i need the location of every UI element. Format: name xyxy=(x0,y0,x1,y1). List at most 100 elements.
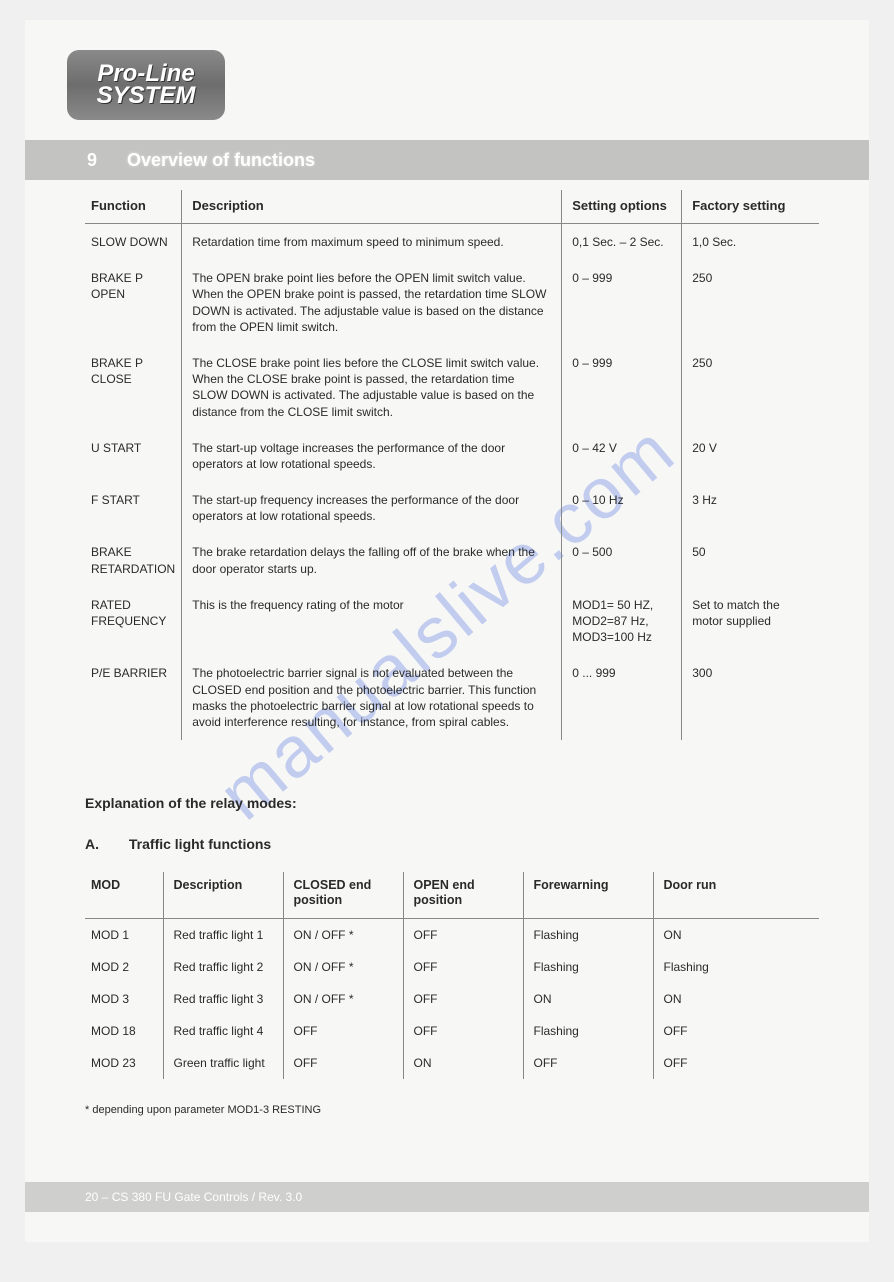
cell-mod: MOD 1 xyxy=(85,919,163,952)
cell-doorrun: OFF xyxy=(653,1047,819,1079)
document-page: Pro-Line SYSTEM 9 Overview of functions … xyxy=(25,20,869,1242)
table-row: BRAKE P OPENThe OPEN brake point lies be… xyxy=(85,260,819,345)
cell-factory: Set to match the motor supplied xyxy=(682,587,819,656)
cell-closed: OFF xyxy=(283,1015,403,1047)
col-mod: MOD xyxy=(85,872,163,919)
logo-line2: SYSTEM xyxy=(97,85,196,107)
cell-mod: MOD 18 xyxy=(85,1015,163,1047)
cell-closed: ON / OFF * xyxy=(283,951,403,983)
cell-factory: 300 xyxy=(682,655,819,740)
table-row: MOD 18Red traffic light 4OFFOFFFlashingO… xyxy=(85,1015,819,1047)
table-row: SLOW DOWNRetardation time from maximum s… xyxy=(85,224,819,261)
cell-mod: MOD 23 xyxy=(85,1047,163,1079)
section-header-bar: 9 Overview of functions xyxy=(25,140,869,180)
cell-doorrun: ON xyxy=(653,983,819,1015)
col-forewarning: Forewarning xyxy=(523,872,653,919)
cell-options: 0 ... 999 xyxy=(562,655,682,740)
cell-doorrun: OFF xyxy=(653,1015,819,1047)
cell-open: OFF xyxy=(403,983,523,1015)
cell-description: This is the frequency rating of the moto… xyxy=(182,587,562,656)
cell-mod: MOD 2 xyxy=(85,951,163,983)
cell-doorrun: Flashing xyxy=(653,951,819,983)
col-desc: Description xyxy=(163,872,283,919)
cell-desc: Red traffic light 3 xyxy=(163,983,283,1015)
cell-description: Retardation time from maximum speed to m… xyxy=(182,224,562,261)
section-title: Overview of functions xyxy=(127,150,315,171)
cell-closed: ON / OFF * xyxy=(283,919,403,952)
cell-options: 0 – 42 V xyxy=(562,430,682,482)
cell-open: ON xyxy=(403,1047,523,1079)
cell-mod: MOD 3 xyxy=(85,983,163,1015)
functions-table: Function Description Setting options Fac… xyxy=(85,190,819,740)
cell-desc: Red traffic light 4 xyxy=(163,1015,283,1047)
cell-factory: 1,0 Sec. xyxy=(682,224,819,261)
table-row: BRAKE RETARDATIONThe brake retardation d… xyxy=(85,534,819,586)
brand-logo: Pro-Line SYSTEM xyxy=(67,50,225,120)
cell-desc: Red traffic light 1 xyxy=(163,919,283,952)
cell-doorrun: ON xyxy=(653,919,819,952)
col-doorrun: Door run xyxy=(653,872,819,919)
cell-function: BRAKE RETARDATION xyxy=(85,534,182,586)
cell-options: 0 – 500 xyxy=(562,534,682,586)
cell-function: U START xyxy=(85,430,182,482)
cell-options: 0 – 10 Hz xyxy=(562,482,682,534)
relay-heading: Explanation of the relay modes: xyxy=(85,795,819,811)
table-row: U STARTThe start-up voltage increases th… xyxy=(85,430,819,482)
cell-factory: 250 xyxy=(682,345,819,430)
cell-forewarning: Flashing xyxy=(523,1015,653,1047)
table-row: MOD 2Red traffic light 2ON / OFF *OFFFla… xyxy=(85,951,819,983)
traffic-subheading: A. Traffic light functions xyxy=(85,836,819,852)
cell-description: The OPEN brake point lies before the OPE… xyxy=(182,260,562,345)
col-description: Description xyxy=(182,190,562,224)
cell-function: SLOW DOWN xyxy=(85,224,182,261)
table-row: MOD 23Green traffic lightOFFONOFFOFF xyxy=(85,1047,819,1079)
cell-options: 0,1 Sec. – 2 Sec. xyxy=(562,224,682,261)
cell-description: The photoelectric barrier signal is not … xyxy=(182,655,562,740)
cell-factory: 250 xyxy=(682,260,819,345)
col-factory: Factory setting xyxy=(682,190,819,224)
cell-open: OFF xyxy=(403,1015,523,1047)
cell-description: The CLOSE brake point lies before the CL… xyxy=(182,345,562,430)
footnote: * depending upon parameter MOD1-3 RESTIN… xyxy=(85,1104,819,1116)
cell-desc: Red traffic light 2 xyxy=(163,951,283,983)
page-content: Function Description Setting options Fac… xyxy=(85,190,819,1116)
table-row: RATED FREQUENCYThis is the frequency rat… xyxy=(85,587,819,656)
col-options: Setting options xyxy=(562,190,682,224)
footer-text: 20 – CS 380 FU Gate Controls / Rev. 3.0 xyxy=(85,1190,302,1204)
cell-description: The start-up voltage increases the perfo… xyxy=(182,430,562,482)
table-row: MOD 1Red traffic light 1ON / OFF *OFFFla… xyxy=(85,919,819,952)
cell-factory: 20 V xyxy=(682,430,819,482)
table-row: F STARTThe start-up frequency increases … xyxy=(85,482,819,534)
cell-function: BRAKE P CLOSE xyxy=(85,345,182,430)
cell-closed: OFF xyxy=(283,1047,403,1079)
table-header-row: MOD Description CLOSED end position OPEN… xyxy=(85,872,819,919)
cell-closed: ON / OFF * xyxy=(283,983,403,1015)
cell-open: OFF xyxy=(403,951,523,983)
cell-description: The start-up frequency increases the per… xyxy=(182,482,562,534)
cell-function: F START xyxy=(85,482,182,534)
cell-factory: 50 xyxy=(682,534,819,586)
cell-forewarning: Flashing xyxy=(523,919,653,952)
cell-function: RATED FREQUENCY xyxy=(85,587,182,656)
footer-bar: 20 – CS 380 FU Gate Controls / Rev. 3.0 xyxy=(25,1182,869,1212)
table-header-row: Function Description Setting options Fac… xyxy=(85,190,819,224)
cell-open: OFF xyxy=(403,919,523,952)
cell-function: BRAKE P OPEN xyxy=(85,260,182,345)
cell-factory: 3 Hz xyxy=(682,482,819,534)
traffic-table: MOD Description CLOSED end position OPEN… xyxy=(85,872,819,1079)
cell-forewarning: ON xyxy=(523,983,653,1015)
cell-function: P/E BARRIER xyxy=(85,655,182,740)
cell-description: The brake retardation delays the falling… xyxy=(182,534,562,586)
col-closed: CLOSED end position xyxy=(283,872,403,919)
section-number: 9 xyxy=(87,150,97,171)
subheading-text: Traffic light functions xyxy=(129,836,271,852)
cell-forewarning: OFF xyxy=(523,1047,653,1079)
cell-options: 0 – 999 xyxy=(562,260,682,345)
cell-desc: Green traffic light xyxy=(163,1047,283,1079)
cell-forewarning: Flashing xyxy=(523,951,653,983)
col-function: Function xyxy=(85,190,182,224)
table-row: BRAKE P CLOSEThe CLOSE brake point lies … xyxy=(85,345,819,430)
subheading-letter: A. xyxy=(85,836,125,852)
cell-options: 0 – 999 xyxy=(562,345,682,430)
table-row: P/E BARRIERThe photoelectric barrier sig… xyxy=(85,655,819,740)
